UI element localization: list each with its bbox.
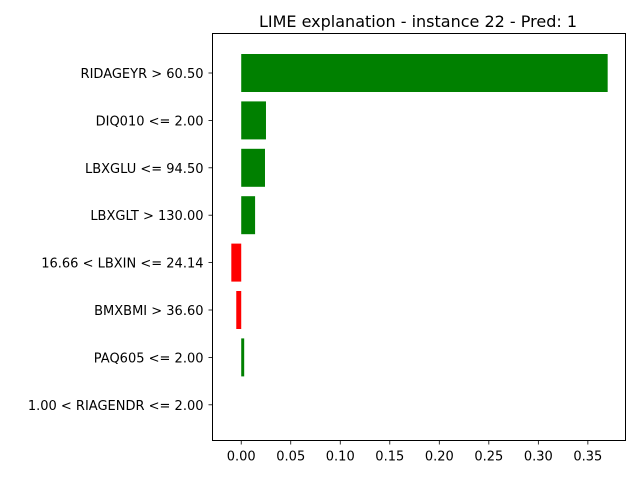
x-tick-label-4: 0.20 xyxy=(425,450,454,465)
x-tick-label-5: 0.25 xyxy=(474,450,503,465)
bar-1 xyxy=(241,101,266,140)
x-tick-label-2: 0.10 xyxy=(326,450,355,465)
x-tick-label-6: 0.30 xyxy=(524,450,553,465)
x-tick-label-0: 0.00 xyxy=(227,450,256,465)
bar-2 xyxy=(241,148,265,187)
bars-group xyxy=(231,54,608,377)
y-tick-label-4: 16.66 < LBXIN <= 24.14 xyxy=(41,257,203,272)
bar-6 xyxy=(241,338,245,377)
y-axis-ticks: RIDAGEYR > 60.50 DIQ010 <= 2.00 LBXGLU <= … xyxy=(28,67,213,414)
x-axis-ticks: 0.00 0.05 0.10 0.15 0.20 0.25 0.30 0.35 xyxy=(227,440,602,465)
x-tick-label-1: 0.05 xyxy=(276,450,305,465)
y-tick-label-2: LBXGLU <= 94.50 xyxy=(85,162,204,177)
x-tick-label-3: 0.15 xyxy=(375,450,404,465)
y-tick-label-6: PAQ605 <= 2.00 xyxy=(94,351,204,366)
plot-frame xyxy=(212,33,626,441)
y-tick-label-7: 1.00 < RIAGENDR <= 2.00 xyxy=(28,399,204,414)
y-tick-label-0: RIDAGEYR > 60.50 xyxy=(81,67,204,82)
bar-4 xyxy=(231,243,242,282)
chart-title: LIME explanation - instance 22 - Pred: 1 xyxy=(259,12,577,31)
bar-0 xyxy=(241,54,608,92)
y-tick-label-1: DIQ010 <= 2.00 xyxy=(96,114,204,129)
y-tick-label-3: LBXGLT > 130.00 xyxy=(90,209,203,224)
y-tick-label-5: BMXBMI > 36.60 xyxy=(94,304,203,319)
bar-5 xyxy=(236,291,242,329)
bar-3 xyxy=(241,196,256,235)
x-tick-label-7: 0.35 xyxy=(573,450,602,465)
